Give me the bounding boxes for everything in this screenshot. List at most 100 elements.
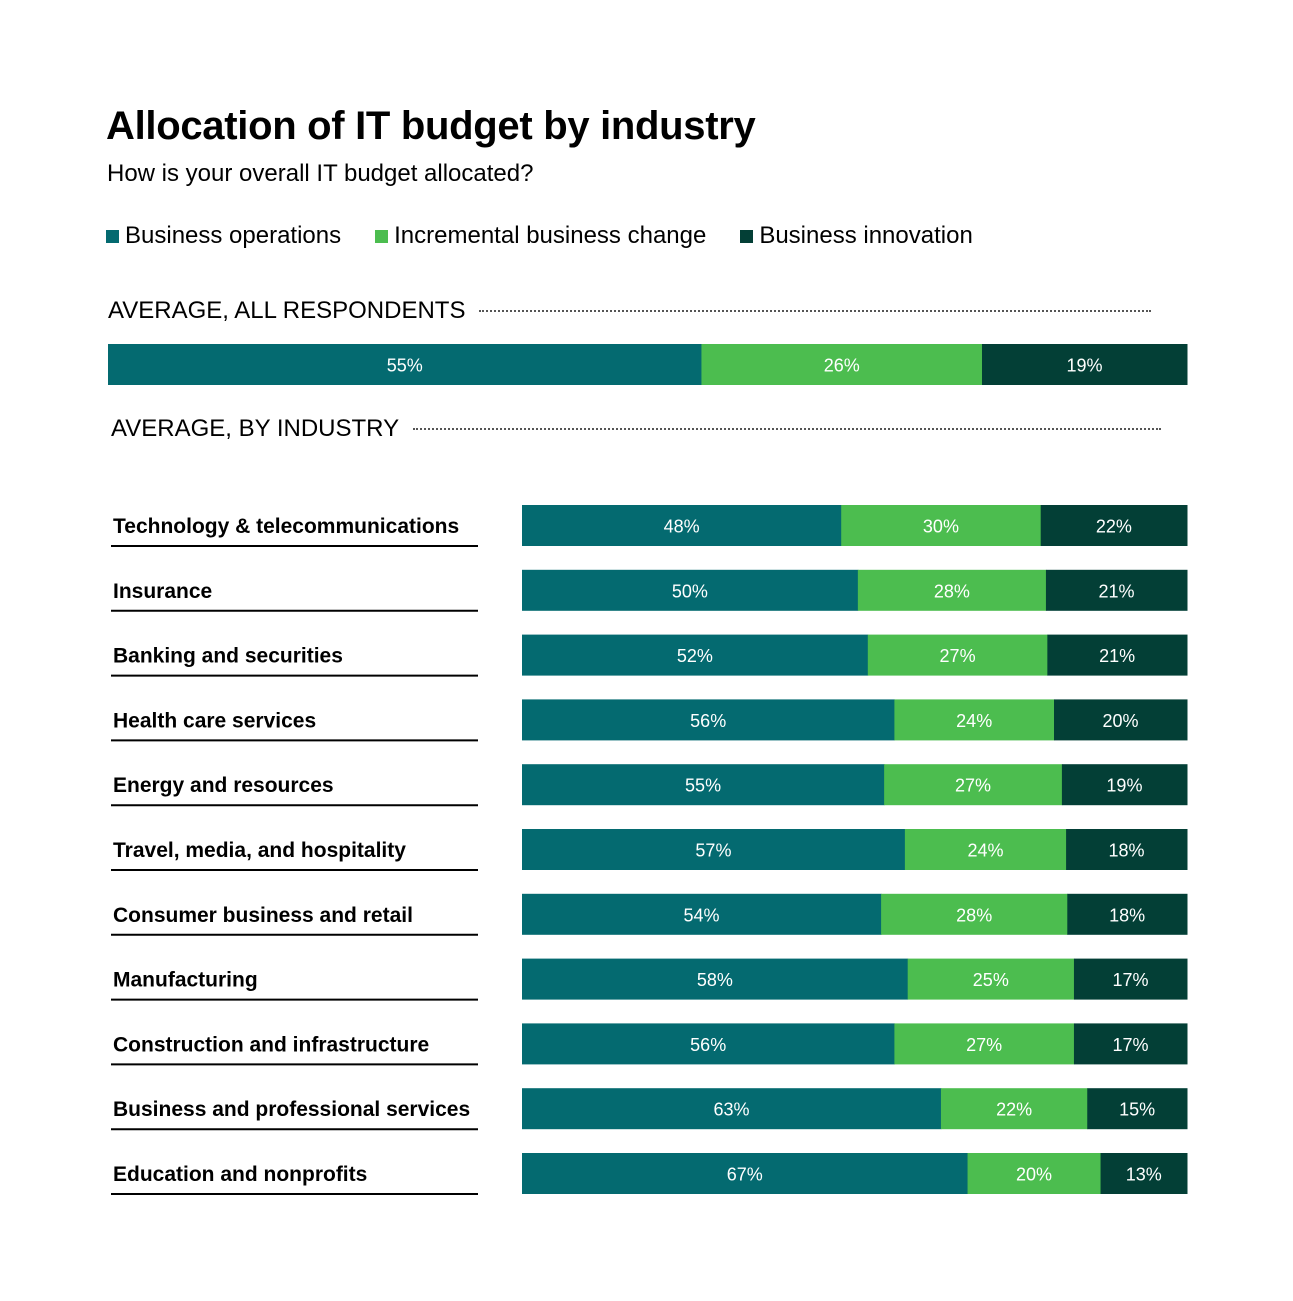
industry-construction-and-infrastructure-value-label-business-operations: 56% <box>690 1035 726 1055</box>
industry-manufacturing-value-label-incremental-business-change: 25% <box>973 970 1009 990</box>
industry-manufacturing-bar-business-innovation <box>1073 958 1188 1000</box>
legend-label: Business operations <box>125 222 342 249</box>
industry-insurance-value-label-business-operations: 50% <box>672 581 708 601</box>
industry-business-and-professional-services-bar-business-operations <box>522 1088 942 1130</box>
industry-construction-and-infrastructure-bar-business-innovation <box>1073 1023 1188 1065</box>
category-label: Technology & telecommunications <box>113 515 459 538</box>
industry-health-care-services-value-label-incremental-business-change: 24% <box>956 711 992 731</box>
industry-banking-and-securities-value-label-business-innovation: 21% <box>1099 646 1135 666</box>
overall-value-label-incremental-business-change: 26% <box>824 356 860 376</box>
category-label: Health care services <box>113 709 316 732</box>
overall-bar-business-operations <box>108 344 702 385</box>
industry-manufacturing-value-label-business-innovation: 17% <box>1112 970 1148 990</box>
industry-business-and-professional-services-value-label-business-operations: 63% <box>713 1100 749 1120</box>
legend-label: Business innovation <box>759 222 973 249</box>
section-heading-industry: AVERAGE, BY INDUSTRY <box>111 415 1162 443</box>
legend-item-business-operations: Business operations <box>106 222 341 250</box>
category-label: Construction and infrastructure <box>113 1033 429 1056</box>
legend-swatch-business-operations <box>106 229 119 243</box>
industry-travel-media-and-hospitality-bar-business-operations <box>522 829 906 870</box>
overall-value-label-business-operations: 55% <box>387 356 423 376</box>
industry-business-and-professional-services-bar-incremental-business-change <box>940 1088 1088 1130</box>
industry-insurance-bar-incremental-business-change <box>857 569 1047 611</box>
category-label: Banking and securities <box>113 645 343 668</box>
industry-construction-and-infrastructure-bar-incremental-business-change <box>894 1023 1075 1065</box>
industry-health-care-services-bar-business-innovation <box>1054 699 1188 741</box>
overall-value-label-business-innovation: 19% <box>1066 356 1102 376</box>
section-divider <box>479 310 1152 312</box>
industry-insurance-value-label-incremental-business-change: 28% <box>934 581 970 601</box>
chart-title: Allocation of IT budget by industry <box>106 104 756 148</box>
industry-education-and-nonprofits-value-label-business-innovation: 13% <box>1126 1165 1162 1185</box>
industry-consumer-business-and-retail-value-label-business-operations: 54% <box>684 905 720 925</box>
industry-manufacturing-bar-incremental-business-change <box>907 958 1075 1000</box>
legend-label: Incremental business change <box>394 222 707 249</box>
legend-swatch-business-innovation <box>740 229 754 243</box>
legend-swatch-incremental-change <box>375 229 389 243</box>
industry-banking-and-securities-value-label-business-operations: 52% <box>677 646 713 666</box>
industry-technology-telecommunications-bar-business-operations <box>522 505 842 546</box>
legend-item-incremental-change: Incremental business change <box>375 222 706 250</box>
legend: Business operations Incremental business… <box>106 222 1007 250</box>
industry-energy-and-resources-bar-business-operations <box>522 764 885 806</box>
industry-travel-media-and-hospitality-value-label-incremental-business-change: 24% <box>967 841 1003 861</box>
industry-travel-media-and-hospitality-bar-incremental-business-change <box>904 829 1067 870</box>
category-label: Travel, media, and hospitality <box>113 839 406 862</box>
industry-business-and-professional-services-value-label-business-innovation: 15% <box>1119 1100 1155 1120</box>
industry-education-and-nonprofits-value-label-business-operations: 67% <box>727 1165 763 1185</box>
chart-subtitle: How is your overall IT budget allocated? <box>107 160 534 187</box>
industry-education-and-nonprofits-bar-business-operations <box>522 1153 969 1194</box>
industry-travel-media-and-hospitality-value-label-business-innovation: 18% <box>1109 841 1145 861</box>
industry-consumer-business-and-retail-bar-business-innovation <box>1067 893 1188 935</box>
industry-consumer-business-and-retail-value-label-incremental-business-change: 28% <box>956 905 992 925</box>
industry-education-and-nonprofits-bar-business-innovation <box>1100 1153 1188 1194</box>
industry-health-care-services-bar-business-operations <box>522 699 895 741</box>
industry-consumer-business-and-retail-bar-business-operations <box>522 893 882 935</box>
industry-technology-telecommunications-value-label-business-innovation: 22% <box>1096 517 1132 537</box>
industry-manufacturing-bar-business-operations <box>522 958 909 1000</box>
overall-bar-incremental-business-change <box>701 344 983 385</box>
industry-health-care-services-bar-incremental-business-change <box>894 699 1055 741</box>
industry-construction-and-infrastructure-value-label-incremental-business-change: 27% <box>966 1035 1002 1055</box>
industry-health-care-services-value-label-business-operations: 56% <box>690 711 726 731</box>
industry-banking-and-securities-bar-incremental-business-change <box>867 634 1048 676</box>
industry-banking-and-securities-bar-business-innovation <box>1047 634 1188 676</box>
industry-technology-telecommunications-bar-business-innovation <box>1040 505 1188 546</box>
industry-technology-telecommunications-value-label-incremental-business-change: 30% <box>923 517 959 537</box>
industry-banking-and-securities-value-label-incremental-business-change: 27% <box>940 646 976 666</box>
section-divider <box>413 428 1162 430</box>
industry-energy-and-resources-value-label-business-innovation: 19% <box>1106 776 1142 796</box>
industry-energy-and-resources-bar-incremental-business-change <box>884 764 1063 806</box>
industry-energy-and-resources-bar-business-innovation <box>1061 764 1188 806</box>
legend-item-business-innovation: Business innovation <box>740 222 973 250</box>
industry-construction-and-infrastructure-bar-business-operations <box>522 1023 895 1065</box>
industry-technology-telecommunications-value-label-business-operations: 48% <box>664 517 700 537</box>
industry-business-and-professional-services-value-label-incremental-business-change: 22% <box>996 1100 1032 1120</box>
category-label: Manufacturing <box>113 969 258 992</box>
industry-technology-telecommunications-bar-incremental-business-change <box>841 505 1042 546</box>
section-heading-overall-label: AVERAGE, ALL RESPONDENTS <box>108 297 466 324</box>
category-label: Insurance <box>113 580 212 603</box>
section-heading-overall: AVERAGE, ALL RESPONDENTS <box>108 297 1152 325</box>
industry-energy-and-resources-value-label-incremental-business-change: 27% <box>955 776 991 796</box>
industry-insurance-value-label-business-innovation: 21% <box>1098 581 1134 601</box>
industry-education-and-nonprofits-bar-incremental-business-change <box>967 1153 1102 1194</box>
industry-travel-media-and-hospitality-bar-business-innovation <box>1066 829 1188 870</box>
category-label: Consumer business and retail <box>113 904 413 927</box>
industry-banking-and-securities-bar-business-operations <box>522 634 869 676</box>
industry-manufacturing-value-label-business-operations: 58% <box>697 970 733 990</box>
industry-consumer-business-and-retail-bar-incremental-business-change <box>881 893 1068 935</box>
industry-consumer-business-and-retail-value-label-business-innovation: 18% <box>1109 905 1145 925</box>
industry-education-and-nonprofits-value-label-incremental-business-change: 20% <box>1016 1165 1052 1185</box>
industry-health-care-services-value-label-business-innovation: 20% <box>1102 711 1138 731</box>
industry-insurance-bar-business-innovation <box>1045 569 1188 611</box>
category-label: Education and nonprofits <box>113 1163 367 1186</box>
overall-bar-business-innovation <box>981 344 1188 385</box>
section-heading-industry-label: AVERAGE, BY INDUSTRY <box>111 415 400 442</box>
industry-business-and-professional-services-bar-business-innovation <box>1087 1088 1188 1130</box>
industry-energy-and-resources-value-label-business-operations: 55% <box>685 776 721 796</box>
category-label: Business and professional services <box>113 1098 470 1121</box>
category-label: Energy and resources <box>113 774 334 797</box>
industry-travel-media-and-hospitality-value-label-business-operations: 57% <box>695 841 731 861</box>
